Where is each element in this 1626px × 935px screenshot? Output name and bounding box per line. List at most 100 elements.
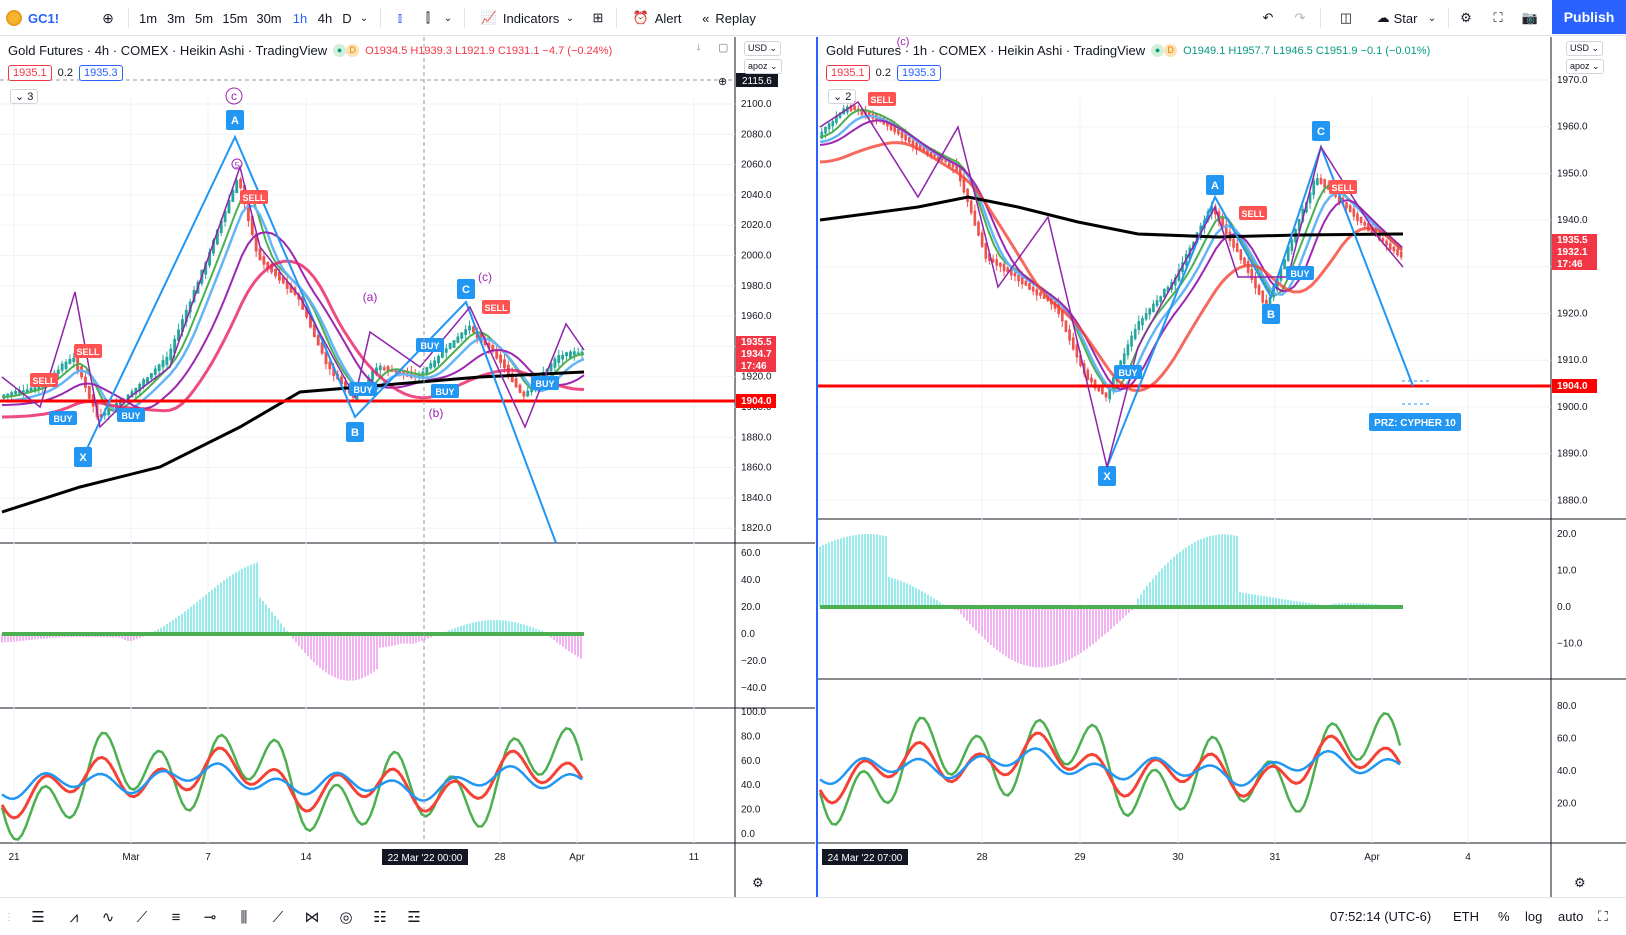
add-symbol-button[interactable]: ⊕	[96, 0, 120, 36]
candle-body	[1312, 180, 1316, 196]
layout-split-icon[interactable]: ◫	[1339, 10, 1353, 25]
fib-spiral-tool-icon[interactable]: ◎	[339, 909, 353, 926]
candle-body	[1246, 261, 1250, 273]
maximize-icon[interactable]: ▢	[718, 42, 729, 54]
indicators-dropdown-icon[interactable]: ⌄	[565, 12, 575, 24]
indicators-button[interactable]: 📈 Indicators	[472, 0, 568, 36]
right-indicator-toggle[interactable]: ⌄ 2	[828, 89, 857, 104]
gann-fan-tool-icon[interactable]: ☷	[373, 909, 387, 926]
currency-select[interactable]: USD ⌄	[1566, 41, 1604, 56]
percent-toggle[interactable]: %	[1498, 909, 1510, 924]
candle-body	[1093, 379, 1097, 389]
price-tick-label: 1960.0	[741, 311, 772, 322]
scale-mode-select[interactable]: apoz ⌄	[744, 59, 782, 74]
oscillator-line	[818, 731, 1402, 805]
timeframe-4h[interactable]: 4h	[317, 10, 333, 26]
timeframe-d[interactable]: D	[342, 10, 352, 26]
currency-label: USD	[748, 43, 768, 53]
publish-button[interactable]: Publish	[1552, 0, 1626, 34]
signal-marker	[868, 92, 896, 106]
star-button[interactable]: ☁ Star	[1366, 0, 1428, 36]
abcd-pattern-tool-icon[interactable]: ⩘	[69, 908, 79, 926]
candle-body	[21, 390, 25, 393]
timeframe-15m[interactable]: 15m	[222, 10, 248, 26]
camera-icon[interactable]: 📷	[1521, 10, 1539, 25]
left-chart-pane[interactable]: 2100.0 2080.0 2060.0 2040.0 2020.0 2000.0 1980…	[0, 37, 815, 897]
price-tick-label: 2060.0	[741, 160, 772, 171]
log-toggle[interactable]: log	[1525, 909, 1543, 924]
bar-style-icon[interactable]: ⫾	[397, 10, 403, 25]
redo-icon[interactable]: ↷	[1294, 10, 1306, 25]
sell-price-button[interactable]: 1935.1	[826, 65, 870, 81]
left-chart-canvas[interactable]: 2100.0 2080.0 2060.0 2040.0 2020.0 2000.0 1980…	[0, 37, 815, 897]
candle-body	[980, 232, 984, 247]
pattern-point-marker	[1312, 121, 1330, 141]
right-chart-canvas[interactable]: 1970.01960.01950.01940.01930.01920.01910…	[818, 37, 1626, 897]
ray-tool-icon[interactable]: ⟋	[272, 908, 284, 926]
pattern-point-marker	[1262, 304, 1280, 324]
scale-mode-select[interactable]: apoz ⌄	[1566, 59, 1604, 74]
candle-body	[227, 199, 231, 214]
vertical-lines-tool-icon[interactable]: ⫼	[240, 908, 248, 926]
gear-icon[interactable]: ⚙	[1460, 10, 1472, 25]
fib-tool-icon[interactable]: ≡	[171, 908, 181, 926]
timeframe-3m[interactable]: 3m	[166, 10, 186, 26]
ohlc-low: L1946.5	[1273, 44, 1313, 57]
measure-tool-icon[interactable]: ☲	[407, 909, 421, 926]
currency-select[interactable]: USD ⌄	[744, 41, 782, 56]
fullscreen-icon[interactable]: ⛶	[1493, 10, 1503, 25]
left-axis-settings-gear-icon[interactable]: ⚙	[752, 875, 764, 890]
buy-price-button[interactable]: 1935.3	[78, 65, 123, 81]
chart-type-dropdown-icon[interactable]: ⌄	[443, 12, 453, 24]
candle-body	[1064, 320, 1068, 333]
symbol-search-button[interactable]: GC1!	[6, 7, 59, 29]
hline-price-tag-bg	[1552, 379, 1597, 393]
wave-label: (c)	[897, 37, 910, 48]
undo-icon[interactable]: ↶	[1262, 10, 1274, 25]
auto-toggle[interactable]: auto	[1558, 909, 1584, 924]
timeframe-30m[interactable]: 30m	[256, 10, 282, 26]
hline-price-tag-bg	[736, 394, 776, 408]
left-indicator-toggle[interactable]: ⌄ 3	[10, 89, 39, 104]
drag-handle-icon[interactable]: ⋮	[4, 911, 14, 923]
candle-body	[320, 342, 324, 354]
xabcd-tool-icon[interactable]: ⋈	[304, 909, 320, 926]
osc2-tick-label: 80.0	[741, 731, 761, 742]
candle-body	[437, 355, 440, 364]
trend-line-tool-icon[interactable]: ⟋	[136, 908, 148, 926]
clock-time[interactable]: 07:52:14 (UTC-6)	[1330, 909, 1432, 924]
replay-button[interactable]: « Replay	[696, 0, 762, 36]
timeframe-1h[interactable]: 1h	[292, 10, 308, 26]
horizontal-line-tool-icon[interactable]: ⊸	[203, 909, 217, 926]
wave-label: c	[231, 89, 237, 103]
candle-body	[1323, 178, 1326, 189]
session-toggle[interactable]: ETH	[1453, 909, 1479, 924]
timeframe-1m[interactable]: 1m	[138, 10, 158, 26]
right-axis-settings-gear-icon[interactable]: ⚙	[1574, 875, 1586, 890]
crosshair-time-label: 24 Mar '22 07:00	[828, 853, 903, 864]
candle-body	[1381, 238, 1385, 242]
timeframe-dropdown-icon[interactable]: ⌄	[359, 12, 369, 24]
sell-price-button[interactable]: 1935.1	[8, 65, 52, 81]
pattern-point-label: A	[231, 115, 239, 127]
buy-price-button[interactable]: 1935.3	[896, 65, 941, 81]
osc2-tick-label: 80.0	[1557, 701, 1577, 712]
star-dropdown-icon[interactable]: ⌄	[1427, 12, 1437, 24]
timeframe-5m[interactable]: 5m	[194, 10, 214, 26]
alert-button[interactable]: ⏰ Alert	[624, 0, 690, 36]
right-chart-pane[interactable]: 1970.01960.01950.01940.01930.01920.01910…	[816, 37, 1626, 897]
pitchfork-tool-icon[interactable]: ☰	[31, 909, 45, 926]
arrow-down-icon[interactable]: ↓	[696, 41, 702, 53]
signal-label: BUY	[121, 411, 140, 421]
ohlc-low: L1921.9	[455, 44, 495, 57]
ohlc-open: O1934.5	[365, 44, 408, 57]
candle-style-icon[interactable]: ⫿	[425, 10, 431, 25]
candle-body	[1133, 328, 1137, 339]
elliott-wave-tool-icon[interactable]: ∿	[101, 909, 115, 926]
candle-body	[860, 109, 864, 116]
layout-grid-icon[interactable]: ⊞	[592, 10, 604, 25]
candle-body	[948, 160, 951, 167]
crosshair-plus-icon[interactable]: ⊕	[718, 76, 728, 88]
fullscreen-icon[interactable]: ⛶	[1598, 908, 1608, 924]
signal-marker	[240, 190, 268, 204]
